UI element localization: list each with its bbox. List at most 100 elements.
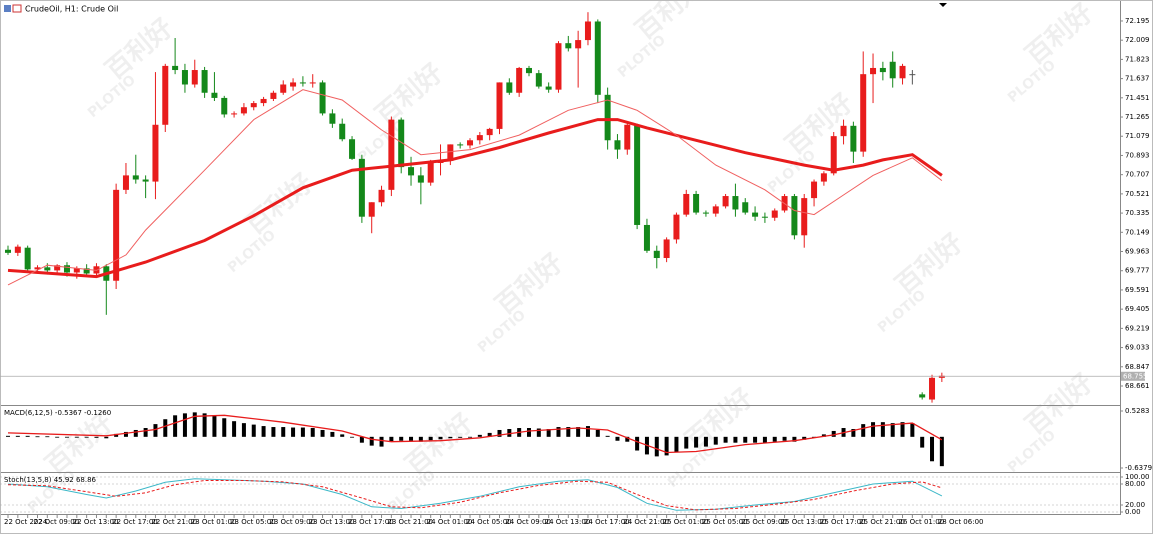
macd-bar: [526, 428, 531, 437]
indicator-line: [7, 118, 943, 279]
macd-bar: [25, 435, 30, 437]
x-tick-label: 24 Oct 01:00: [427, 518, 473, 526]
x-tick-label: 24 Oct 17:00: [584, 518, 630, 526]
candle-body: [447, 144, 454, 161]
macd-bar: [635, 436, 640, 451]
x-tick-label: 23 Oct 01:00: [191, 518, 237, 526]
candle-body: [732, 196, 739, 210]
macd-bar: [595, 429, 600, 437]
candle-body: [270, 92, 277, 99]
candle-body: [319, 82, 326, 114]
macd-bar: [222, 418, 227, 437]
candle-body: [73, 268, 80, 273]
y-tick-label: 100.00: [1125, 473, 1150, 481]
macd-bar: [104, 436, 109, 439]
macd-bar: [438, 436, 443, 440]
x-tick-label: 23 Oct 13:00: [309, 518, 355, 526]
candle-body: [850, 125, 857, 152]
macd-bar: [6, 435, 10, 437]
macd-bar: [507, 429, 512, 437]
macd-bar: [910, 423, 915, 437]
y-tick-label: 69.963: [1125, 248, 1150, 256]
symbol-icon[interactable]: [12, 4, 22, 13]
candle-body: [594, 21, 601, 95]
candle-body: [378, 189, 385, 203]
chart-header: CrudeOil, H1: Crude Oil: [25, 5, 118, 14]
x-tick-label: 25 Oct 05:00: [702, 518, 748, 526]
candle-body: [634, 124, 641, 225]
x-tick-label: 25 Oct 21:00: [859, 518, 905, 526]
macd-bar: [477, 434, 482, 437]
y-tick-label: 70.707: [1125, 171, 1150, 179]
candle-body: [545, 86, 552, 90]
candle-body: [516, 67, 523, 93]
macd-bar: [684, 436, 689, 449]
x-tick-label: 24 Oct 21:00: [623, 518, 669, 526]
macd-bar: [900, 422, 905, 437]
macd-bar: [733, 436, 738, 443]
candle-body: [368, 202, 375, 217]
y-tick-label: 20.00: [1125, 501, 1145, 509]
macd-bar: [409, 436, 414, 441]
candle-body: [54, 265, 61, 271]
candle-body: [712, 206, 719, 214]
macd-bar: [212, 415, 217, 437]
candle-body: [221, 97, 228, 115]
candle-body: [919, 394, 926, 398]
macd-bar: [173, 415, 178, 437]
y-tick-label: 71.265: [1125, 113, 1150, 121]
macd-bar: [133, 429, 138, 437]
x-tick-label: 25 Oct 17:00: [820, 518, 866, 526]
candle-body: [427, 162, 434, 183]
macd-bar: [241, 423, 246, 437]
y-tick-label: 70.149: [1125, 228, 1150, 236]
x-tick-label: 22 Oct 2024: [4, 518, 48, 526]
candle-body: [162, 65, 169, 125]
candle-body: [840, 125, 847, 137]
candle-body: [663, 239, 670, 259]
candle-body: [496, 82, 503, 129]
x-tick-label: 23 Oct 17:00: [348, 518, 394, 526]
indicator-title: Stoch(13,5,8) 45.92 68.86: [4, 476, 97, 484]
macd-bar: [920, 436, 925, 448]
current-price-box: [1121, 371, 1145, 381]
current-price-label: 68.755: [1123, 372, 1148, 380]
macd-bar: [399, 436, 404, 441]
x-tick-label: 22 Oct 09:00: [33, 518, 79, 526]
macd-bar: [890, 423, 895, 437]
macd-bar: [389, 436, 394, 442]
candle-body: [742, 202, 749, 213]
y-tick-label: 68.847: [1125, 363, 1150, 371]
candle-body: [398, 119, 405, 168]
macd-bar: [566, 427, 571, 437]
macd-bar: [153, 424, 158, 437]
macd-bar: [163, 419, 168, 437]
candle-body: [830, 136, 837, 174]
candle-body: [752, 212, 759, 217]
y-tick-label: 0.5283: [1125, 407, 1150, 415]
candle-body: [63, 265, 70, 273]
candle-body: [506, 82, 513, 93]
candle-body: [820, 173, 827, 182]
candle-body: [339, 123, 346, 140]
candle-body: [801, 198, 808, 236]
macd-bar: [831, 430, 836, 437]
macd-bar: [114, 433, 119, 437]
y-tick-label: 69.777: [1125, 267, 1150, 275]
candle-body: [122, 175, 129, 190]
x-tick-label: 25 Oct 09:00: [741, 518, 787, 526]
menu-icon[interactable]: [4, 5, 11, 12]
candle-body: [879, 67, 886, 73]
macd-bar: [743, 436, 748, 443]
y-tick-label: 69.591: [1125, 286, 1150, 294]
x-tick-label: 23 Oct 05:00: [230, 518, 276, 526]
candle-body: [584, 21, 591, 41]
candle-body: [457, 144, 464, 146]
candle-body: [172, 65, 179, 71]
macd-bar: [55, 436, 60, 438]
macd-bar: [182, 413, 187, 437]
macd-bar: [625, 436, 630, 442]
x-tick-label: 24 Oct 09:00: [505, 518, 551, 526]
macd-bar: [536, 428, 541, 437]
